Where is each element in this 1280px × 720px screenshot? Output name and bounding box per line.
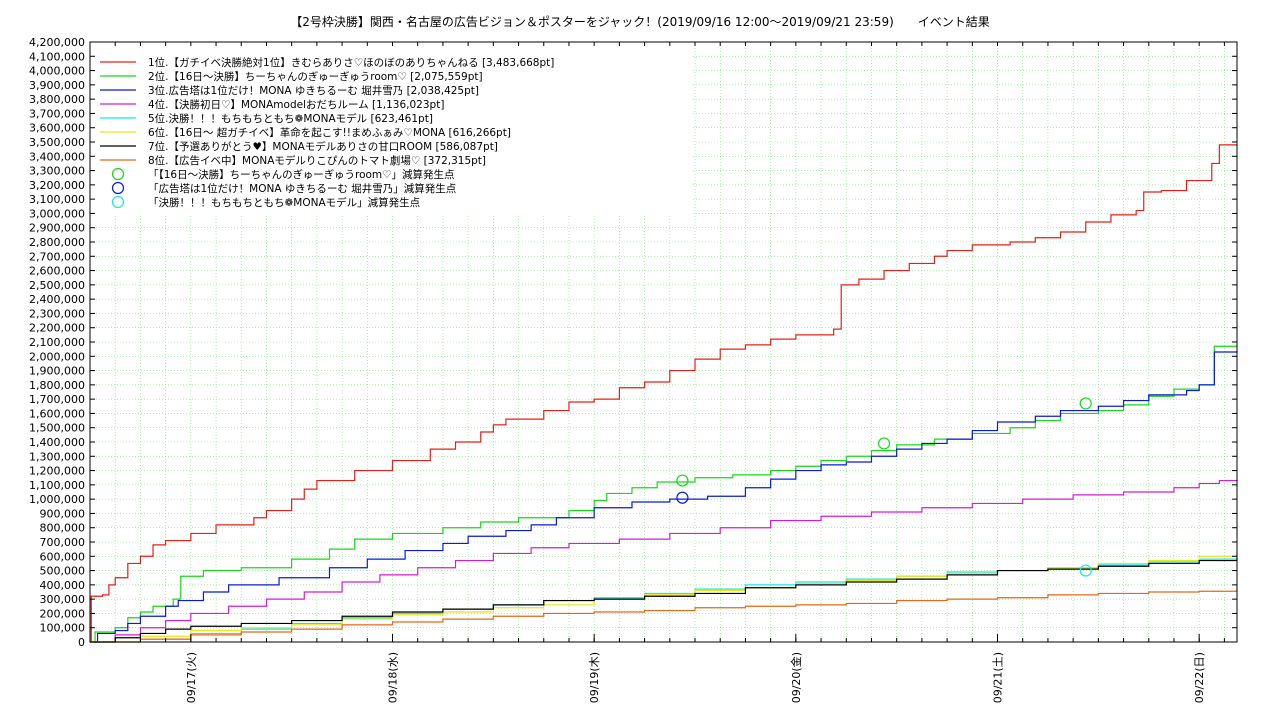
series-lines (90, 144, 1238, 643)
x-tick-label: 09/20(金) (789, 652, 803, 703)
legend-label: 8位.【広告イベ中】MONAモデルりこぴんのトマト劇場♡ [372,315pt] (148, 154, 486, 167)
y-tick-label: 1,800,000 (29, 379, 85, 392)
y-tick-label: 600,000 (40, 550, 86, 563)
y-tick-label: 2,400,000 (29, 293, 85, 306)
y-tick-label: 1,600,000 (29, 407, 85, 420)
y-tick-label: 3,200,000 (29, 179, 85, 192)
y-tick-label: 3,000,000 (29, 207, 85, 220)
y-tick-label: 3,900,000 (29, 79, 85, 92)
y-tick-label: 3,700,000 (29, 107, 85, 120)
x-tick-label: 09/19(木) (588, 652, 601, 703)
legend: 1位.【ガチイベ決勝絶対1位】きむらありさ♡ほのぼのありちゃんねる [3,483… (100, 56, 554, 209)
y-tick-label: 200,000 (40, 607, 86, 620)
y-tick-label: 3,100,000 (29, 193, 85, 206)
y-tick-label: 2,600,000 (29, 265, 85, 278)
y-tick-label: 2,200,000 (29, 322, 85, 335)
y-tick-label: 4,200,000 (29, 36, 85, 49)
series-line-3 (90, 350, 1238, 643)
chart-title: 【2号枠決勝】関西・名古屋の広告ビジョン＆ポスターをジャック！(2019/09/… (290, 14, 990, 29)
y-tick-label: 3,800,000 (29, 93, 85, 106)
series-line-4 (90, 479, 1238, 643)
y-tick-label: 1,400,000 (29, 436, 85, 449)
penalty-marker-2 (676, 491, 689, 504)
y-tick-label: 1,100,000 (29, 479, 85, 492)
y-tick-label: 3,400,000 (29, 150, 85, 163)
y-tick-label: 500,000 (40, 565, 86, 578)
y-tick-label: 2,500,000 (29, 279, 85, 292)
y-tick-label: 2,000,000 (29, 350, 85, 363)
y-tick-label: 1,300,000 (29, 450, 85, 463)
x-tick-label: 09/18(水) (387, 652, 400, 703)
y-tick-label: 1,700,000 (29, 393, 85, 406)
y-tick-label: 3,600,000 (29, 122, 85, 135)
legend-label: 7位.【予選ありがとう♥】MONAモデルありさの甘口ROOM [586,087p… (148, 140, 498, 153)
y-tick-label: 4,100,000 (29, 50, 85, 63)
legend-marker-1 (111, 167, 125, 181)
y-tick-label: 0 (78, 636, 85, 649)
series-line-7 (90, 558, 1238, 643)
y-tick-label: 400,000 (40, 579, 86, 592)
y-tick-label: 2,700,000 (29, 250, 85, 263)
penalty-markers (676, 397, 1092, 577)
legend-label: 5位.決勝！！！もちもちともち❁MONAモデル [623,461pt] (148, 112, 433, 125)
y-tick-label: 700,000 (40, 536, 86, 549)
y-tick-label: 4,000,000 (29, 65, 85, 78)
legend-marker-2 (111, 181, 125, 195)
penalty-marker-1 (877, 437, 891, 450)
legend-background (93, 46, 693, 216)
legend-label: 2位.【16日〜決勝】ちーちゃんのぎゅーぎゅうroom♡ [2,075,559p… (148, 70, 483, 83)
y-tick-label: 3,500,000 (29, 136, 85, 149)
legend-marker-3 (111, 195, 125, 209)
series-line-8 (90, 588, 1238, 643)
y-tick-label: 300,000 (40, 593, 86, 606)
legend-label: 6位.【16日〜 超ガチイベ】革命を起こす!!まめふぁみ♡MONA [616,2… (148, 126, 511, 139)
penalty-marker-3 (1079, 564, 1092, 577)
legend-label: 「広告塔は1位だけ！MONA ゆきちるーむ 堀井雪乃」減算発生点 (148, 182, 456, 195)
y-tick-label: 2,100,000 (29, 336, 85, 349)
y-tick-label: 1,000,000 (29, 493, 85, 506)
legend-label: 3位.広告塔は1位だけ！MONA ゆきちるーむ 堀井雪乃 [2,038,425p… (148, 84, 479, 97)
y-tick-label: 2,300,000 (29, 307, 85, 320)
legend-label: 「決勝！！！もちもちともち❁MONAモデル」減算発生点 (148, 196, 420, 209)
y-tick-label: 100,000 (40, 622, 86, 635)
y-tick-label: 2,900,000 (29, 222, 85, 235)
legend-label: 「【16日〜決勝】ちーちゃんのぎゅーぎゅうroom♡」減算発生点 (148, 168, 455, 181)
y-tick-label: 800,000 (40, 522, 86, 535)
y-tick-label: 900,000 (40, 507, 86, 520)
y-tick-label: 1,900,000 (29, 365, 85, 378)
x-tick-label: 09/17(火) (185, 652, 198, 703)
series-line-2 (90, 345, 1238, 643)
penalty-marker-1 (676, 474, 689, 487)
legend-label: 1位.【ガチイベ決勝絶対1位】きむらありさ♡ほのぼのありちゃんねる [3,483… (148, 56, 554, 69)
y-tick-label: 1,500,000 (29, 422, 85, 435)
y-tick-label: 2,800,000 (29, 236, 85, 249)
y-tick-label: 3,300,000 (29, 165, 85, 178)
series-line-5 (90, 552, 1238, 643)
legend-label: 4位.【決勝初日♡】MONAmodelおだちルーム [1,136,023pt] (148, 98, 444, 111)
penalty-marker-1 (1079, 397, 1092, 410)
x-tick-label: 09/21(土) (992, 652, 1005, 703)
x-tick-label: 09/22(日) (1193, 652, 1206, 703)
series-line-1 (90, 144, 1238, 643)
y-tick-label: 1,200,000 (29, 465, 85, 478)
